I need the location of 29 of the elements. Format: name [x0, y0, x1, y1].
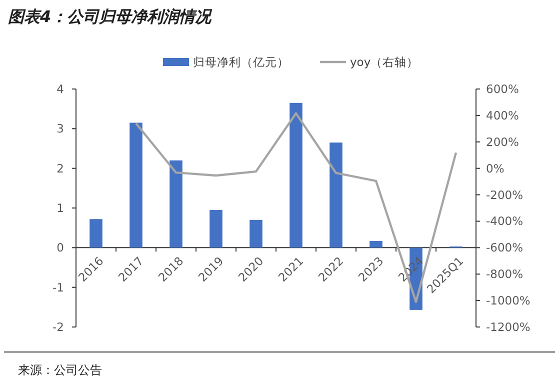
y2-tick-label: -400%: [486, 214, 524, 228]
bar: [130, 122, 142, 248]
bar: [210, 210, 222, 248]
bar: [250, 220, 262, 248]
y2-tick-label: 0%: [486, 161, 504, 176]
y2-tick-label: 200%: [486, 134, 519, 149]
legend-label: yoy（右轴）: [350, 55, 419, 69]
y-tick-label: -1: [52, 280, 64, 294]
source-note: 来源：公司公告: [18, 363, 102, 377]
y-tick-label: -2: [52, 320, 64, 334]
y2-tick-label: -1200%: [486, 320, 530, 334]
bar: [290, 102, 302, 248]
bar: [170, 160, 182, 248]
y2-tick-label: 600%: [486, 82, 519, 96]
y2-tick-label: -600%: [486, 240, 524, 255]
y2-tick-label: 400%: [486, 108, 519, 122]
y2-tick-label: -200%: [486, 188, 524, 202]
y-tick-label: 2: [56, 161, 64, 176]
chart-title: 图表4：公司归母净利润情况: [8, 7, 214, 26]
y2-tick-label: -1000%: [486, 294, 530, 308]
y-tick-label: 1: [56, 201, 64, 215]
bar: [370, 240, 382, 248]
y-tick-label: 4: [56, 82, 64, 96]
y-tick-label: 3: [56, 122, 64, 136]
y-tick-label: 0: [56, 240, 64, 255]
legend-label: 归母净利（亿元）: [193, 55, 289, 69]
bar: [330, 142, 342, 248]
y2-tick-label: -800%: [486, 267, 524, 282]
bar: [90, 219, 102, 248]
